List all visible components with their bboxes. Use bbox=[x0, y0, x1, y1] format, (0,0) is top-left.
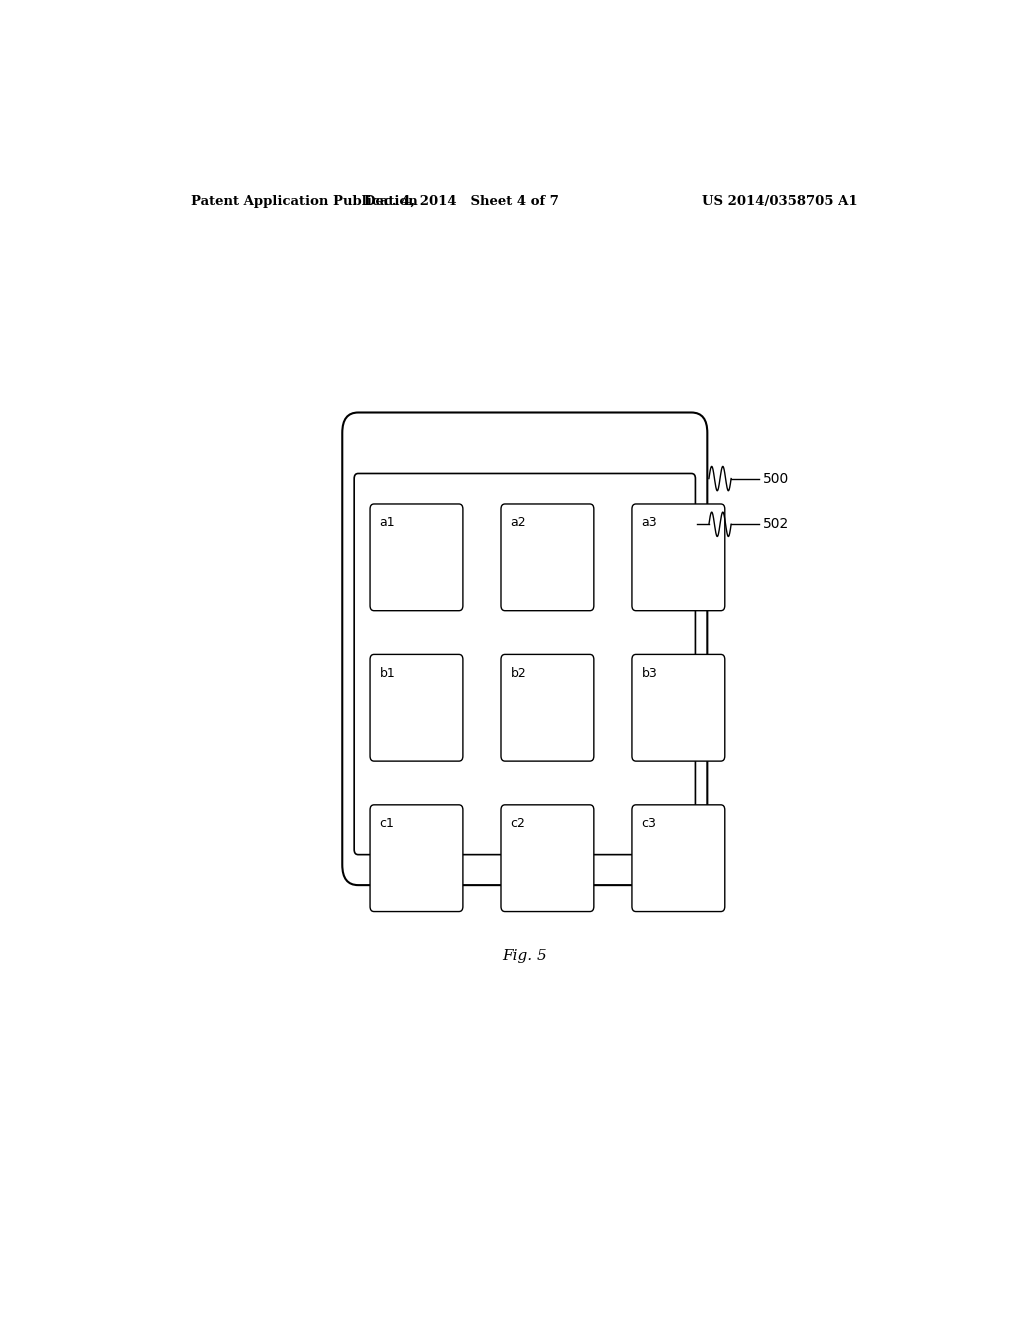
Circle shape bbox=[507, 840, 543, 884]
Text: c1: c1 bbox=[380, 817, 394, 830]
FancyBboxPatch shape bbox=[632, 655, 725, 762]
FancyBboxPatch shape bbox=[370, 504, 463, 611]
FancyBboxPatch shape bbox=[501, 805, 594, 912]
Text: a2: a2 bbox=[511, 516, 526, 529]
FancyBboxPatch shape bbox=[632, 504, 725, 611]
Text: 502: 502 bbox=[763, 517, 790, 532]
FancyBboxPatch shape bbox=[354, 474, 695, 854]
FancyBboxPatch shape bbox=[632, 805, 725, 912]
FancyBboxPatch shape bbox=[370, 655, 463, 762]
Text: a3: a3 bbox=[641, 516, 657, 529]
FancyBboxPatch shape bbox=[342, 412, 708, 886]
Text: Patent Application Publication: Patent Application Publication bbox=[191, 194, 418, 207]
Text: b3: b3 bbox=[641, 667, 657, 680]
Text: b2: b2 bbox=[511, 667, 526, 680]
FancyBboxPatch shape bbox=[501, 504, 594, 611]
Text: c2: c2 bbox=[511, 817, 525, 830]
Text: US 2014/0358705 A1: US 2014/0358705 A1 bbox=[702, 194, 858, 207]
Text: a1: a1 bbox=[380, 516, 395, 529]
FancyBboxPatch shape bbox=[370, 805, 463, 912]
Text: b1: b1 bbox=[380, 667, 395, 680]
Text: Fig. 5: Fig. 5 bbox=[503, 949, 547, 964]
Text: Dec. 4, 2014   Sheet 4 of 7: Dec. 4, 2014 Sheet 4 of 7 bbox=[364, 194, 559, 207]
Text: c3: c3 bbox=[641, 817, 656, 830]
Text: 500: 500 bbox=[763, 471, 790, 486]
FancyBboxPatch shape bbox=[501, 655, 594, 762]
